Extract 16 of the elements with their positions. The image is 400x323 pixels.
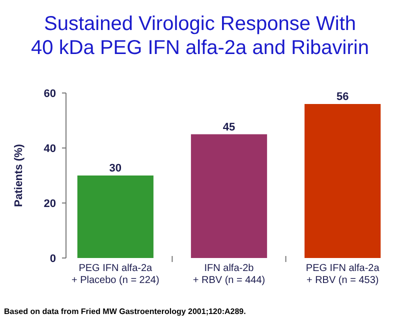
x-tick-label: PEG IFN alfa-2a + RBV (n = 453) xyxy=(306,263,380,286)
y-tick-label: 60 xyxy=(44,88,56,100)
data-label: 30 xyxy=(109,162,122,174)
data-label: 45 xyxy=(222,121,236,134)
y-tick-label: 20 xyxy=(44,198,56,210)
bar xyxy=(190,134,268,258)
y-axis-title: Patients (%) xyxy=(13,144,25,207)
x-tick-label: IFN alfa-2b + RBV (n = 444) xyxy=(192,263,266,286)
data-label: 56 xyxy=(336,91,349,103)
y-tick-label: 40 xyxy=(44,143,56,155)
y-tick-label: 0 xyxy=(50,253,56,265)
chart-title: Sustained Virologic Response With 40 kDa PEG IFN alfa-2a and Ribavirin xyxy=(31,13,369,59)
bar xyxy=(304,104,381,258)
x-tick-label: PEG IFN alfa-2a + Placebo (n = 224) xyxy=(71,263,160,286)
bar xyxy=(77,176,154,258)
text: Based on data from Fried MW Gastroenterology 2001;120:A289. xyxy=(4,307,246,316)
